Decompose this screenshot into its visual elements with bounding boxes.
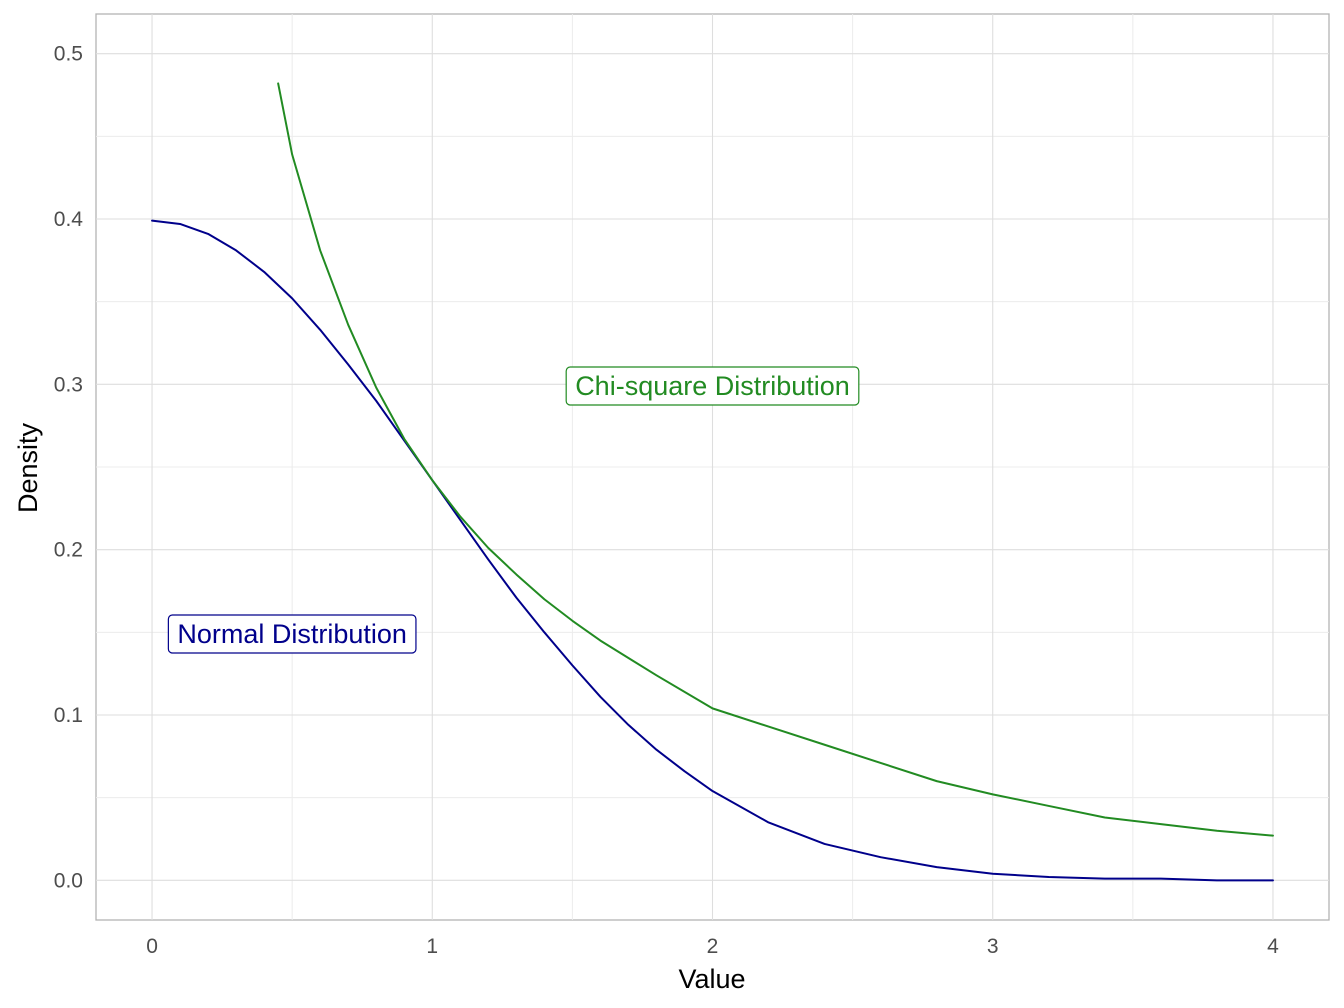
y-tick-label: 0.4 [54,208,84,231]
y-tick-label: 0.3 [54,373,83,396]
annotation-label-2: Chi-square Distribution [565,366,860,406]
x-axis-tick-labels: 0 1 2 3 4 [146,935,1279,958]
series-line-2 [277,82,1274,837]
annotation-text: Normal Distribution [177,619,407,649]
y-axis-title: Density [13,422,43,513]
annotation-box [565,366,860,406]
series-line-1 [151,219,1274,882]
y-tick-label: 0.1 [54,704,83,727]
x-axis-title: Value [678,964,745,994]
x-tick-label: 2 [707,935,719,958]
y-axis-tick-labels: 0.0 0.1 0.2 0.3 0.4 0.5 [54,43,84,893]
annotation-box [167,614,417,654]
annotation-label-1: Normal Distribution [167,614,417,654]
x-tick-label: 3 [987,935,999,958]
annotation-layer: Normal Distribution Chi-square Distributi… [167,366,860,654]
x-tick-label: 4 [1267,935,1279,958]
y-tick-label: 0.5 [54,43,83,66]
x-tick-label: 0 [146,935,158,958]
x-tick-label: 1 [426,935,438,958]
series-layer [151,82,1274,882]
y-tick-label: 0.0 [54,869,83,892]
annotation-text: Chi-square Distribution [575,371,850,401]
y-tick-label: 0.2 [54,539,83,562]
